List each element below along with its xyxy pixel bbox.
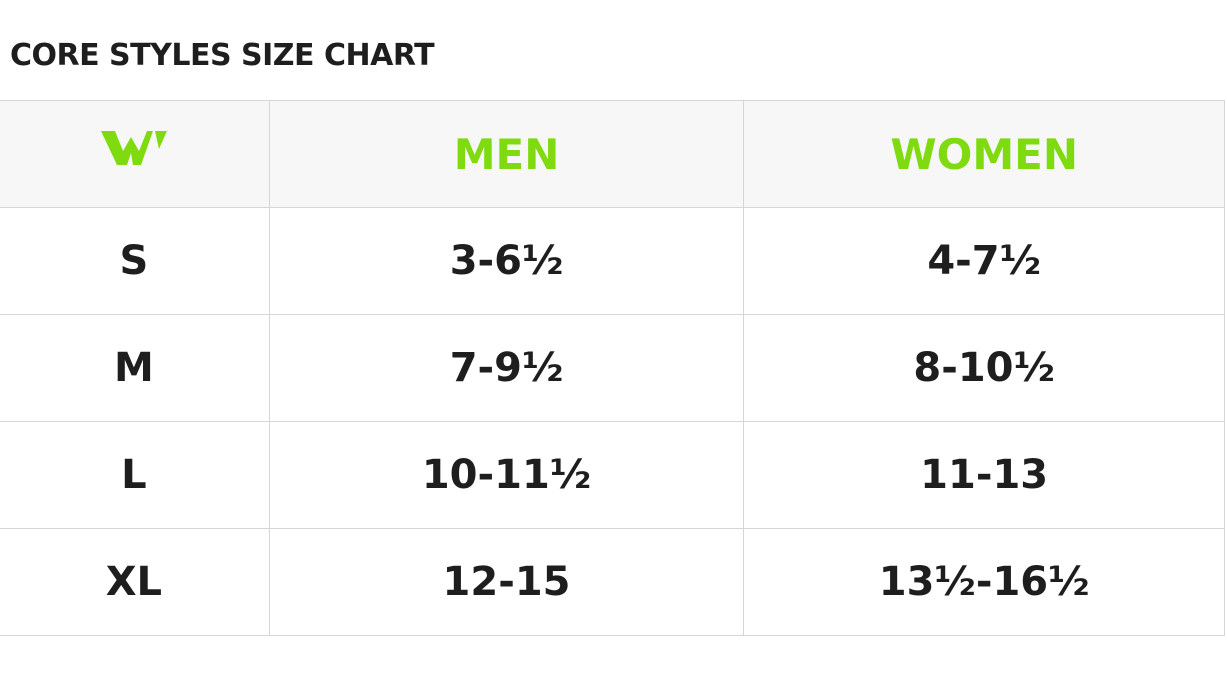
size-range: 10-11½ [268, 421, 745, 529]
column-header: MEN [268, 100, 745, 208]
logo [100, 131, 167, 165]
title: CORE STYLES SIZE CHART [10, 38, 435, 73]
logo-cell [0, 100, 270, 208]
size-range: 13½-16½ [743, 528, 1225, 636]
size-row: L 10-11½ 11-13 [0, 421, 1225, 529]
size-range: 3-6½ [268, 207, 745, 315]
size-range: 8-10½ [743, 314, 1225, 422]
size-label: L [0, 421, 270, 529]
size-range: 7-9½ [268, 314, 745, 422]
size-range: 12-15 [268, 528, 745, 636]
size-row: S 3-6½ 4-7½ [0, 207, 1225, 315]
size-range: 11-13 [743, 421, 1225, 529]
size-label: M [0, 314, 270, 422]
column-header: WOMEN [743, 100, 1225, 208]
size-table: MEN WOMEN S 3-6½ 4-7½ M 7-9½ 8-10½ L 10-11½ 11-1… [0, 100, 1225, 636]
size-label: S [0, 207, 270, 315]
size-row: M 7-9½ 8-10½ [0, 314, 1225, 422]
size-range: 4-7½ [743, 207, 1225, 315]
size-label: XL [0, 528, 270, 636]
header-row: MEN WOMEN [0, 100, 1225, 208]
size-row: XL 12-15 13½-16½ [0, 528, 1225, 636]
